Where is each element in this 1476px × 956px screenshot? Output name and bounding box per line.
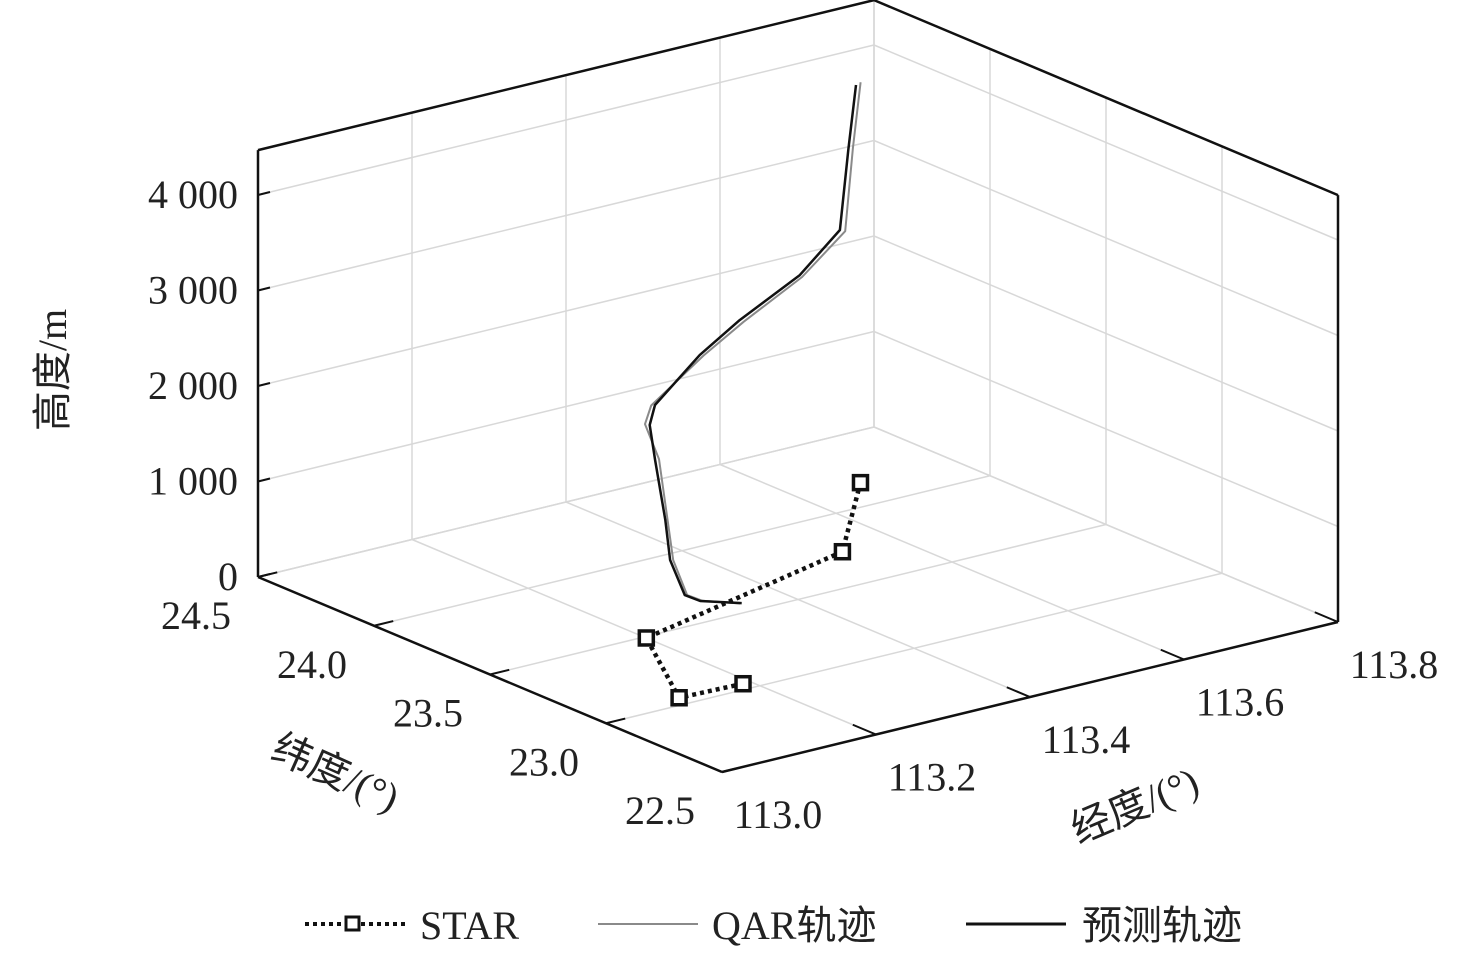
star-waypoint-marker — [637, 629, 656, 647]
square-marker-icon — [344, 915, 361, 932]
legend: STAR QAR轨迹 预测轨迹 — [305, 903, 1242, 948]
lat-tick-label: 22.5 — [625, 788, 695, 833]
legend-label-star: STAR — [420, 903, 519, 948]
z-tick-label: 2 000 — [148, 363, 238, 408]
lat-tick-label: 23.0 — [509, 739, 579, 784]
lon-tick-label: 113.2 — [888, 755, 977, 800]
legend-item-predicted[interactable]: 预测轨迹 — [966, 903, 1242, 948]
lon-tick — [852, 723, 877, 736]
star-waypoint-marker — [734, 674, 752, 693]
lon-tick — [1006, 686, 1031, 698]
gridline — [873, 44, 1339, 241]
z-tick — [257, 286, 271, 292]
series-line-0 — [644, 482, 863, 701]
gridline — [873, 235, 1339, 432]
star-waypoint-marker — [670, 689, 688, 707]
series-line-2 — [648, 84, 858, 605]
gridline — [873, 330, 1339, 528]
lon-tick-label: 113.6 — [1196, 680, 1285, 725]
z-tick-label: 1 000 — [148, 459, 238, 504]
z-tick-label: 4 000 — [148, 172, 238, 217]
gridline — [257, 44, 875, 196]
ticks: 0 1 000 2 000 3 000 4 000 22.5 23.0 23.5 24.0 24.… — [148, 172, 1438, 837]
gridline — [719, 463, 1185, 661]
lat-tick-label: 24.5 — [161, 593, 231, 638]
lat-tick-label: 24.0 — [277, 642, 347, 687]
legend-label-qar: QAR轨迹 — [712, 903, 876, 948]
series-line-1 — [644, 82, 862, 605]
grid — [257, 0, 1339, 773]
lon-tick — [1160, 648, 1185, 661]
star-waypoint-marker — [833, 542, 852, 561]
lat-tick — [257, 571, 278, 578]
star-waypoint-marker — [851, 473, 870, 492]
z-axis-title: 高度/m — [30, 309, 75, 431]
lat-tick-label: 23.5 — [393, 691, 463, 736]
z-tick — [257, 477, 271, 483]
lat-tick — [605, 717, 626, 725]
lon-tick-label: 113.8 — [1350, 642, 1439, 687]
gridline — [873, 139, 1339, 337]
gridline — [873, 426, 1339, 623]
axes-box — [256, 0, 1340, 774]
gridline — [257, 139, 875, 292]
lon-tick — [1314, 611, 1339, 623]
z-tick — [257, 382, 271, 387]
z-tick-label: 3 000 — [148, 268, 238, 313]
gridline — [257, 235, 875, 387]
axis-edge — [257, 0, 875, 152]
z-tick-label: 0 — [218, 554, 238, 599]
gridline — [257, 330, 875, 483]
lon-tick — [698, 761, 723, 773]
legend-item-qar[interactable]: QAR轨迹 — [598, 903, 876, 948]
z-tick — [257, 191, 271, 196]
gridline — [565, 501, 1031, 698]
lat-tick — [489, 668, 510, 676]
lat-axis-title: 纬度/(°) — [265, 725, 405, 821]
lon-tick-label: 113.0 — [734, 792, 823, 837]
legend-label-predicted: 预测轨迹 — [1082, 903, 1242, 948]
legend-item-star[interactable]: STAR — [305, 903, 519, 948]
series-layer — [637, 82, 870, 707]
lat-tick — [721, 766, 742, 773]
axis-edge — [873, 0, 1339, 197]
lon-tick-label: 113.4 — [1042, 717, 1131, 762]
lon-axis-title: 经度/(°) — [1064, 759, 1205, 853]
lat-tick — [373, 620, 394, 627]
